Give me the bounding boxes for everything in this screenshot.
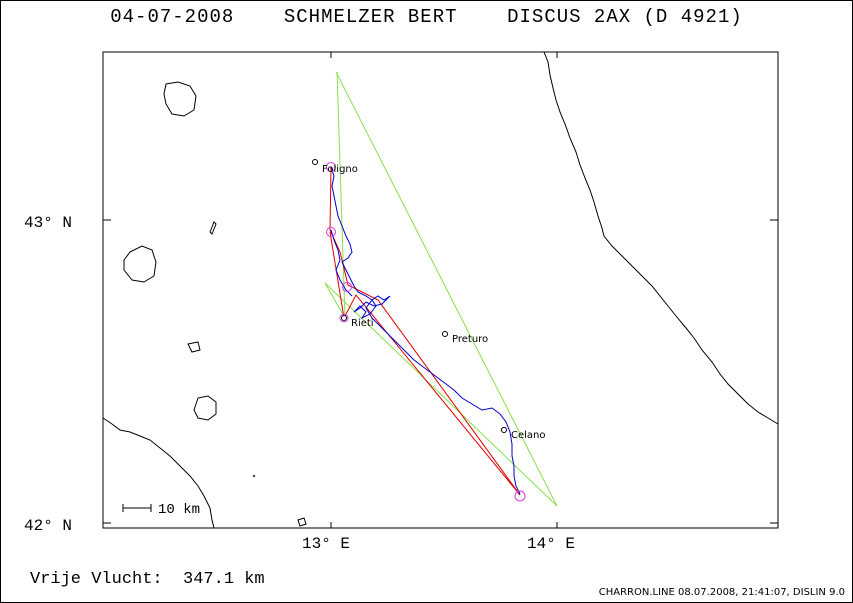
flight-track bbox=[330, 166, 521, 495]
place-label-celano: Celano bbox=[511, 430, 546, 441]
place-marker-celano bbox=[501, 427, 507, 433]
scale-bar bbox=[122, 504, 152, 512]
task-line bbox=[324, 71, 558, 507]
plot-border bbox=[102, 51, 779, 529]
scale-bar-label: 10 km bbox=[158, 502, 200, 518]
lon-label-13: 13° E bbox=[302, 535, 350, 553]
map-dot bbox=[253, 475, 255, 477]
turnpoint-marker bbox=[339, 313, 349, 323]
place-marker-preturo bbox=[442, 331, 448, 337]
lake-corbara bbox=[209, 221, 217, 235]
place-marker-rieti bbox=[341, 315, 347, 321]
coastline-east bbox=[543, 51, 779, 425]
lake-vico bbox=[187, 341, 201, 353]
turnpoint-marker bbox=[326, 162, 336, 172]
turnpoint-marker bbox=[514, 490, 526, 502]
distance-label: Vrije Vlucht: 347.1 km bbox=[30, 570, 265, 589]
turnpoint-marker bbox=[342, 282, 352, 292]
place-marker-foligno bbox=[312, 159, 318, 165]
map-title: 04-07-2008 SCHMELZER BERT DISCUS 2AX (D … bbox=[110, 6, 743, 28]
lat-label-43: 43° N bbox=[24, 214, 72, 232]
lake-trasimeno bbox=[163, 81, 197, 117]
coastline-west bbox=[102, 417, 215, 529]
lake-small bbox=[297, 517, 307, 527]
lake-bracciano bbox=[193, 395, 217, 421]
axis-ticks bbox=[103, 52, 778, 528]
place-label-preturo: Preturo bbox=[452, 334, 488, 345]
lon-label-14: 14° E bbox=[527, 535, 575, 553]
credit-text: CHARRON.LINE 08.07.2008, 21:41:07, DISLI… bbox=[598, 587, 845, 598]
lake-bolsena bbox=[123, 245, 157, 283]
optimized-route bbox=[329, 166, 521, 496]
turnpoint-marker bbox=[326, 227, 336, 237]
place-label-rieti: Rieti bbox=[351, 318, 374, 329]
place-label-foligno: Foligno bbox=[322, 164, 358, 175]
lat-label-42: 42° N bbox=[24, 517, 72, 535]
